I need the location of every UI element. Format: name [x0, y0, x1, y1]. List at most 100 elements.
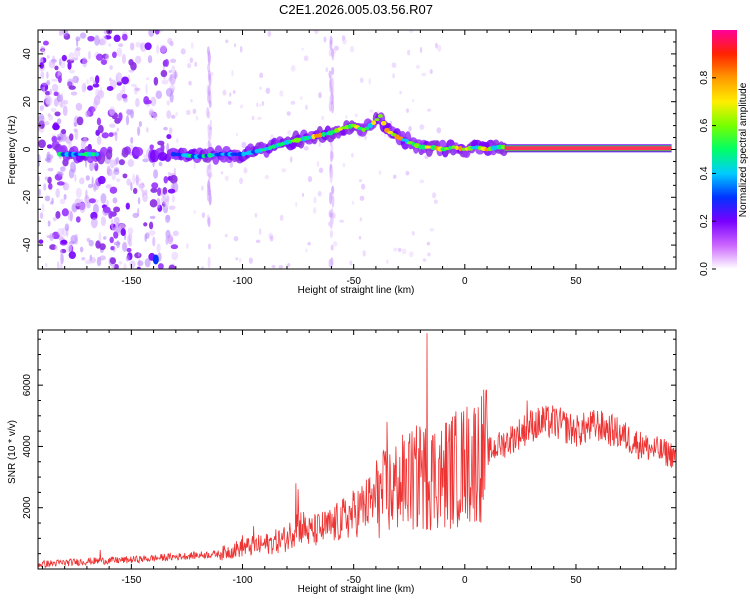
noise-speckle: [76, 116, 84, 126]
noise-speckle: [85, 175, 90, 181]
noise-speckle: [73, 122, 78, 127]
noise-speckle: [91, 108, 95, 112]
spectrogram-marks: [38, 30, 672, 269]
noise-speckle: [113, 206, 121, 213]
stripe-speckle: [207, 51, 211, 66]
stripe-speckle: [208, 167, 212, 176]
snr-x-label: Height of straight line (km): [298, 584, 415, 595]
background-speckle: [209, 119, 212, 127]
snr-x-ticks: -150 -100 -50 0 50: [41, 330, 666, 586]
background-speckle: [406, 108, 409, 113]
noise-speckle: [165, 214, 171, 223]
stripe-speckle: [207, 140, 211, 148]
background-speckle: [391, 62, 397, 68]
noise-speckle: [56, 181, 65, 186]
noise-speckle: [132, 173, 136, 185]
background-speckle: [312, 207, 317, 214]
noise-speckle: [82, 56, 88, 68]
background-speckle: [378, 170, 382, 176]
noise-speckle: [161, 79, 169, 85]
noise-speckle: [46, 154, 54, 160]
background-speckle: [175, 111, 178, 116]
background-speckle: [290, 100, 296, 105]
background-speckle: [411, 230, 415, 236]
noise-speckle: [109, 65, 113, 71]
noise-speckle: [48, 182, 53, 190]
trace-core: [380, 120, 387, 126]
background-speckle: [257, 116, 262, 121]
noise-speckle: [109, 106, 116, 116]
colorbar-tick-label: 0.2: [699, 214, 710, 228]
background-speckle: [290, 156, 293, 163]
background-speckle: [195, 115, 199, 121]
background-speckle: [209, 126, 213, 130]
noise-speckle: [113, 231, 119, 239]
noise-speckle: [57, 75, 62, 83]
noise-speckle: [39, 62, 44, 69]
noise-speckle: [40, 49, 46, 56]
background-speckle: [227, 100, 232, 105]
colorbar-tick-label: 0.0: [699, 262, 710, 276]
noise-speckle: [93, 80, 96, 85]
noise-speckle: [129, 42, 135, 51]
noise-speckle: [58, 171, 64, 177]
noise-speckle: [53, 91, 59, 97]
noise-speckle: [132, 187, 138, 194]
background-speckle: [251, 115, 255, 121]
noise-speckle: [44, 263, 48, 267]
noise-speckle: [156, 197, 161, 209]
noise-speckle: [121, 33, 128, 41]
background-speckle: [408, 125, 412, 132]
noise-speckle: [46, 71, 49, 79]
noise-speckle: [54, 65, 59, 71]
noise-speckle: [55, 188, 60, 198]
noise-speckle: [40, 46, 45, 50]
background-speckle: [429, 228, 435, 232]
noise-speckle: [66, 243, 72, 253]
noise-speckle: [132, 212, 139, 218]
noise-speckle: [122, 241, 128, 252]
noise-speckle: [130, 83, 137, 88]
x-tick-label: -150: [121, 276, 141, 287]
noise-speckle: [109, 186, 118, 194]
noise-speckle: [43, 183, 47, 191]
stripe-speckle: [328, 100, 332, 112]
background-speckle: [359, 195, 365, 201]
noise-speckle: [115, 156, 120, 165]
background-speckle: [300, 96, 303, 101]
background-speckle: [314, 30, 319, 34]
trace-core: [64, 151, 70, 157]
y-tick-label: -20: [22, 190, 33, 205]
noise-speckle: [127, 227, 134, 235]
background-speckle: [185, 242, 189, 250]
noise-speckle: [134, 178, 142, 182]
noise-speckle: [170, 58, 177, 63]
background-speckle: [349, 260, 353, 266]
noise-speckle: [38, 188, 41, 197]
background-speckle: [210, 71, 214, 76]
noise-speckle: [58, 31, 63, 36]
noise-speckle: [136, 266, 141, 269]
noise-speckle: [150, 96, 157, 107]
background-speckle: [433, 199, 438, 204]
stripe-speckle: [329, 229, 333, 239]
noise-speckle: [152, 236, 156, 247]
background-speckle: [303, 55, 309, 62]
noise-speckle: [93, 203, 99, 215]
noise-speckle: [122, 173, 128, 179]
noise-speckle: [88, 239, 94, 247]
noise-speckle: [103, 236, 107, 240]
noise-speckle: [97, 175, 106, 185]
noise-speckle: [109, 257, 117, 265]
noise-speckle: [135, 41, 141, 48]
noise-speckle: [170, 183, 176, 191]
noise-speckle: [79, 32, 87, 39]
y-tick-label: -40: [22, 237, 33, 252]
background-speckle: [241, 141, 247, 149]
noise-speckle: [73, 166, 76, 174]
noise-speckle: [148, 110, 155, 116]
x-tick-label: 50: [570, 276, 582, 287]
noise-speckle: [143, 222, 148, 227]
noise-speckle: [100, 59, 108, 66]
background-speckle: [239, 45, 243, 53]
